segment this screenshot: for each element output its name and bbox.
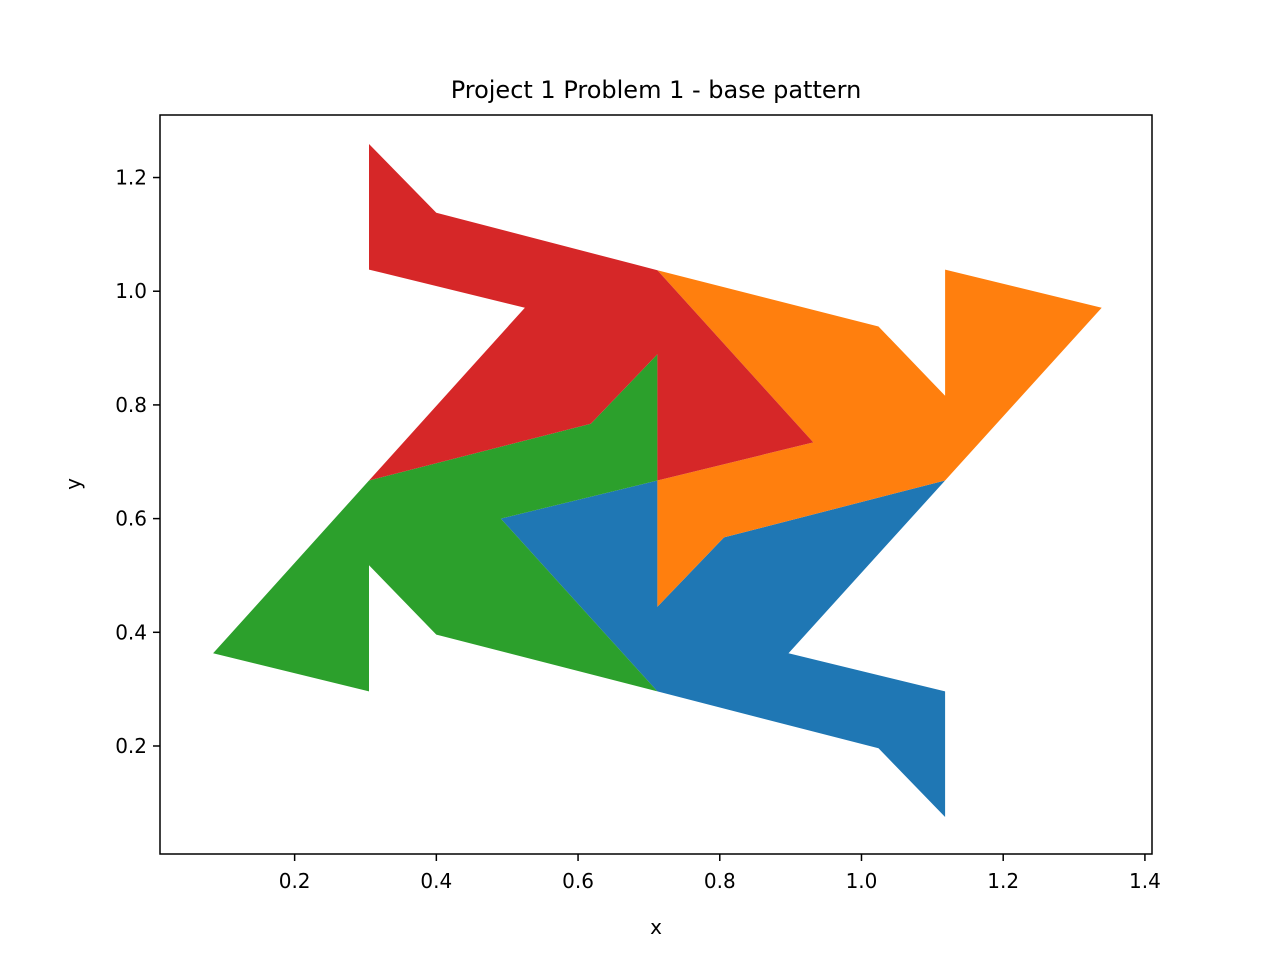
x-tick-label: 0.4 [420, 869, 452, 893]
y-tick-label: 0.8 [115, 393, 147, 417]
chart-title: Project 1 Problem 1 - base pattern [451, 76, 862, 104]
x-axis-ticks: 0.2 0.4 0.6 0.8 1.0 1.2 1.4 [279, 854, 1161, 893]
y-tick-label: 0.4 [115, 620, 147, 644]
polygon-orange [657, 269, 1102, 607]
polygon-red [369, 144, 814, 481]
x-axis-label: x [650, 915, 662, 939]
polygon-layer [213, 144, 1102, 817]
polygon-green [213, 354, 658, 692]
y-axis-label: y [61, 478, 85, 490]
x-tick-label: 0.6 [562, 869, 594, 893]
axes-frame [159, 114, 1153, 855]
x-tick-label: 1.0 [846, 869, 878, 893]
x-tick-label: 0.8 [704, 869, 736, 893]
x-tick-label: 1.2 [987, 869, 1019, 893]
x-tick-label: 0.2 [279, 869, 311, 893]
y-tick-label: 0.6 [115, 507, 147, 531]
y-axis-ticks: 0.2 0.4 0.6 0.8 1.0 1.2 [115, 166, 160, 758]
x-tick-label: 1.4 [1129, 869, 1161, 893]
polygon-blue [500, 480, 946, 817]
y-tick-label: 0.2 [115, 734, 147, 758]
y-tick-label: 1.0 [115, 279, 147, 303]
y-tick-label: 1.2 [115, 166, 147, 190]
